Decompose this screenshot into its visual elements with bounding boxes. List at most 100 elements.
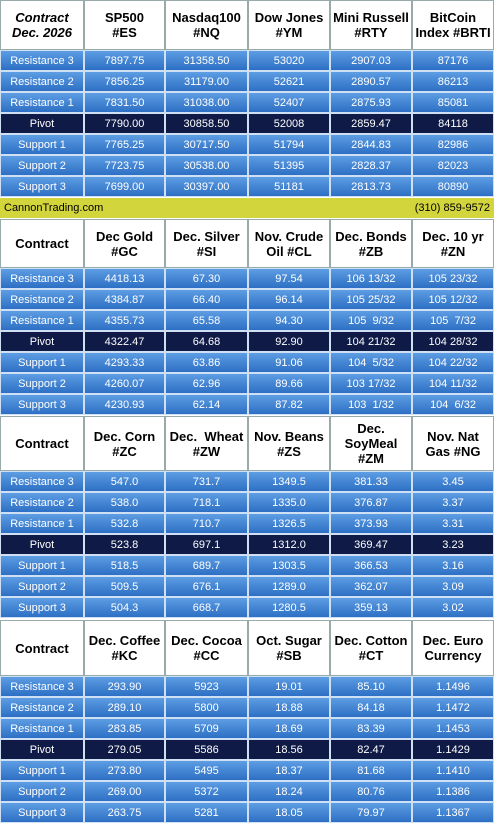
- row-label: Pivot: [0, 534, 84, 555]
- column-header: Nasdaq100 #NQ: [165, 0, 248, 50]
- header-line: Dec. Bonds: [335, 228, 407, 244]
- row-label: Support 1: [0, 134, 84, 155]
- value-cell: 689.7: [165, 555, 248, 576]
- header-line: Index #BRTI: [415, 25, 491, 40]
- row-label: Support 2: [0, 781, 84, 802]
- column-header: Dec Gold #GC: [84, 219, 165, 268]
- header-line: Contract: [15, 640, 69, 656]
- value-cell: 18.56: [248, 739, 330, 760]
- value-cell: 279.05: [84, 739, 165, 760]
- column-header: Oct. Sugar #SB: [248, 620, 330, 676]
- value-cell: 1.1367: [412, 802, 494, 823]
- value-cell: 4418.13: [84, 268, 165, 289]
- value-cell: 92.90: [248, 331, 330, 352]
- value-cell: 82023: [412, 155, 494, 176]
- header-line: #ZN: [440, 243, 466, 259]
- value-cell: 5709: [165, 718, 248, 739]
- value-cell: 104 11/32: [412, 373, 494, 394]
- header-line: #ZM: [358, 451, 384, 466]
- value-cell: 283.85: [84, 718, 165, 739]
- value-cell: 91.06: [248, 352, 330, 373]
- header-line: #CC: [193, 648, 220, 663]
- value-cell: 7790.00: [84, 113, 165, 134]
- value-cell: 4293.33: [84, 352, 165, 373]
- column-header: Dec. Euro Currency: [412, 620, 494, 676]
- value-cell: 273.80: [84, 760, 165, 781]
- site: CannonTrading.com: [4, 202, 104, 214]
- header-line: Dec. Cocoa: [171, 633, 242, 648]
- header-line: #SI: [196, 243, 217, 259]
- value-cell: 19.01: [248, 676, 330, 697]
- header-line: Dec. 2026: [12, 25, 72, 40]
- value-cell: 1349.5: [248, 471, 330, 492]
- row-label: Support 2: [0, 155, 84, 176]
- column-header: Dec. Coffee #KC: [84, 620, 165, 676]
- header-line: Dec. Wheat: [169, 428, 244, 444]
- header-line: Currency: [424, 648, 482, 663]
- column-header: SP500 #ES: [84, 0, 165, 50]
- value-cell: 369.47: [330, 534, 412, 555]
- value-cell: 532.8: [84, 513, 165, 534]
- value-cell: 5281: [165, 802, 248, 823]
- header-line: #NQ: [193, 25, 220, 40]
- value-cell: 18.88: [248, 697, 330, 718]
- value-cell: 668.7: [165, 597, 248, 618]
- value-cell: 2859.47: [330, 113, 412, 134]
- header-line: Dec. Corn: [93, 428, 156, 444]
- value-cell: 5800: [165, 697, 248, 718]
- value-cell: 293.90: [84, 676, 165, 697]
- value-cell: 5923: [165, 676, 248, 697]
- header-line: Dow Jones: [254, 10, 324, 25]
- value-cell: 7856.25: [84, 71, 165, 92]
- value-cell: 376.87: [330, 492, 412, 513]
- header-line: #GC: [111, 243, 138, 259]
- value-cell: 2813.73: [330, 176, 412, 197]
- column-header: Contract Dec. 2026: [0, 0, 84, 50]
- value-cell: 104 22/32: [412, 352, 494, 373]
- value-cell: 87176: [412, 50, 494, 71]
- header-line: Nasdaq100: [172, 10, 241, 25]
- value-cell: 366.53: [330, 555, 412, 576]
- value-cell: 1312.0: [248, 534, 330, 555]
- row-label: Resistance 2: [0, 697, 84, 718]
- value-cell: 1.1472: [412, 697, 494, 718]
- column-header: Dec. Silver #SI: [165, 219, 248, 268]
- column-header: Contract: [0, 620, 84, 676]
- row-label: Support 1: [0, 760, 84, 781]
- row-label: Support 3: [0, 176, 84, 197]
- value-cell: 7699.00: [84, 176, 165, 197]
- row-label: Resistance 3: [0, 471, 84, 492]
- value-cell: 2907.03: [330, 50, 412, 71]
- value-cell: 89.66: [248, 373, 330, 394]
- value-cell: 30858.50: [165, 113, 248, 134]
- value-cell: 381.33: [330, 471, 412, 492]
- value-cell: 373.93: [330, 513, 412, 534]
- banner: CannonTrading.com (310) 859-9572: [0, 198, 494, 218]
- column-header: BitCoin Index #BRTI: [412, 0, 494, 50]
- row-label: Support 3: [0, 802, 84, 823]
- header-line: Gas #NG: [425, 443, 481, 459]
- value-cell: 5372: [165, 781, 248, 802]
- value-cell: 1280.5: [248, 597, 330, 618]
- column-header: Dec. Corn #ZC: [84, 416, 165, 471]
- value-cell: 3.37: [412, 492, 494, 513]
- value-cell: 105 7/32: [412, 310, 494, 331]
- value-cell: 79.97: [330, 802, 412, 823]
- value-cell: 5586: [165, 739, 248, 760]
- row-label: Support 1: [0, 555, 84, 576]
- value-cell: 62.96: [165, 373, 248, 394]
- value-cell: 51181: [248, 176, 330, 197]
- row-label: Support 2: [0, 373, 84, 394]
- value-cell: 362.07: [330, 576, 412, 597]
- row-label: Resistance 1: [0, 310, 84, 331]
- header-line: #ES: [112, 25, 137, 40]
- value-cell: 31179.00: [165, 71, 248, 92]
- value-cell: 3.16: [412, 555, 494, 576]
- column-header: Nov. Crude Oil #CL: [248, 219, 330, 268]
- value-cell: 504.3: [84, 597, 165, 618]
- value-cell: 4355.73: [84, 310, 165, 331]
- row-label: Resistance 2: [0, 289, 84, 310]
- header-line: SoyMeal: [344, 436, 398, 451]
- header-line: #CT: [358, 648, 384, 663]
